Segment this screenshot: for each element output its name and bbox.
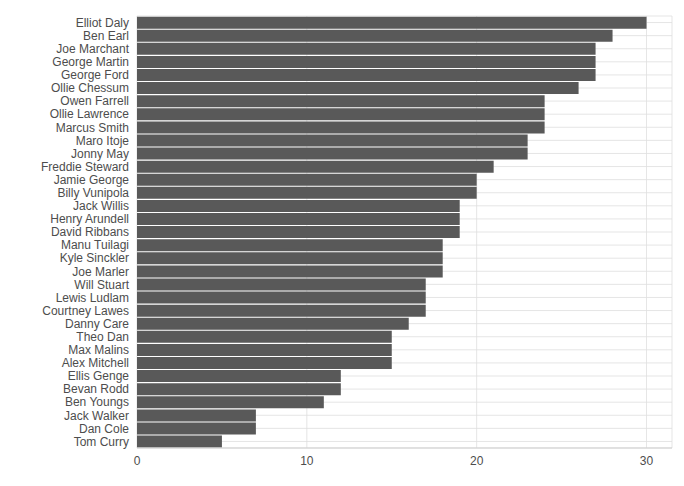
svg-text:Freddie Steward: Freddie Steward: [41, 160, 129, 174]
svg-text:20: 20: [470, 454, 484, 468]
svg-text:Marcus Smith: Marcus Smith: [56, 121, 129, 135]
svg-text:Dan Cole: Dan Cole: [79, 422, 129, 436]
svg-text:0: 0: [134, 454, 141, 468]
svg-text:Max Malins: Max Malins: [68, 343, 129, 357]
svg-text:Maro Itoje: Maro Itoje: [76, 134, 130, 148]
svg-text:Ollie Chessum: Ollie Chessum: [51, 81, 129, 95]
svg-text:George Ford: George Ford: [61, 68, 129, 82]
svg-text:Ben Earl: Ben Earl: [83, 29, 129, 43]
svg-text:Will Stuart: Will Stuart: [74, 278, 129, 292]
svg-text:Joe Marler: Joe Marler: [72, 265, 129, 279]
svg-text:Billy Vunipola: Billy Vunipola: [57, 186, 129, 200]
svg-text:Elliot Daly: Elliot Daly: [76, 16, 129, 30]
svg-text:Jack Walker: Jack Walker: [64, 409, 129, 423]
svg-text:Jonny May: Jonny May: [71, 147, 129, 161]
svg-text:Joe Marchant: Joe Marchant: [56, 42, 129, 56]
svg-text:David Ribbans: David Ribbans: [51, 225, 129, 239]
svg-text:Alex Mitchell: Alex Mitchell: [62, 356, 129, 370]
svg-text:30: 30: [640, 454, 654, 468]
svg-text:Tom Curry: Tom Curry: [74, 435, 129, 449]
svg-text:Kyle Sinckler: Kyle Sinckler: [60, 251, 129, 265]
svg-text:Henry Arundell: Henry Arundell: [50, 212, 129, 226]
svg-text:Ben Youngs: Ben Youngs: [65, 395, 129, 409]
svg-text:Bevan Rodd: Bevan Rodd: [63, 382, 129, 396]
svg-text:Courtney Lawes: Courtney Lawes: [42, 304, 129, 318]
svg-text:Ellis Genge: Ellis Genge: [68, 369, 130, 383]
svg-text:Danny Care: Danny Care: [65, 317, 129, 331]
svg-text:Manu Tuilagi: Manu Tuilagi: [61, 238, 129, 252]
svg-text:Jack Willis: Jack Willis: [73, 199, 129, 213]
svg-text:Jamie George: Jamie George: [54, 173, 130, 187]
svg-text:Ollie Lawrence: Ollie Lawrence: [50, 107, 130, 121]
svg-text:Owen Farrell: Owen Farrell: [60, 94, 129, 108]
svg-text:Lewis Ludlam: Lewis Ludlam: [56, 291, 129, 305]
svg-text:10: 10: [300, 454, 314, 468]
svg-text:George Martin: George Martin: [52, 55, 129, 69]
svg-text:Theo Dan: Theo Dan: [76, 330, 129, 344]
